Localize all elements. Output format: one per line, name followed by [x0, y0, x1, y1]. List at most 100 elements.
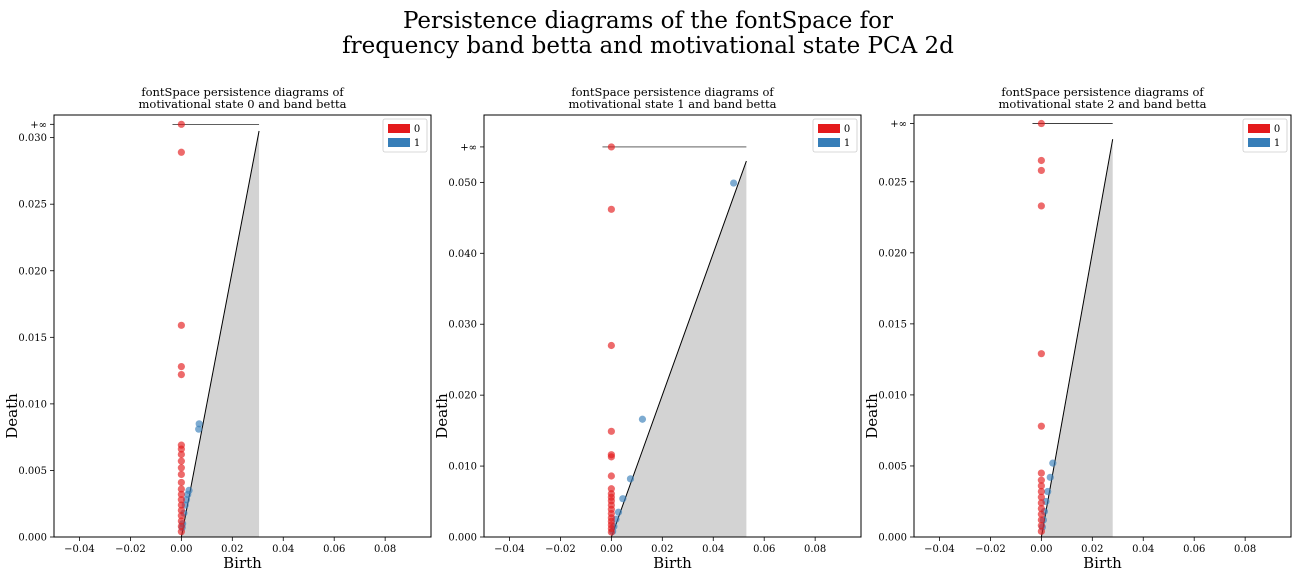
y-tick-label: 0.040 [448, 249, 477, 260]
x-tick-label: 0.06 [1183, 544, 1205, 555]
y-tick-label: 0.015 [878, 319, 907, 330]
x-tick-label: 0.00 [1030, 544, 1052, 555]
point-h0 [177, 464, 185, 472]
legend-frame [812, 118, 858, 153]
point-h0 [1037, 510, 1045, 518]
point-h0 [177, 445, 185, 453]
x-tick-label: −0.02 [545, 544, 576, 555]
y-tick-label: 0.020 [448, 391, 477, 402]
legend-label-1: 1 [414, 138, 420, 149]
point-h1 [730, 179, 738, 187]
legend-label-1: 1 [1274, 138, 1280, 149]
panel-0: fontSpace persistence diagrams ofmotivat… [3, 85, 432, 572]
point-h0 [177, 450, 185, 459]
panel-title-line2: motivational state 0 and band betta [139, 97, 347, 111]
legend-label-0: 0 [414, 124, 420, 135]
x-tick-label: 0.06 [323, 544, 345, 555]
point-h1 [1044, 487, 1052, 496]
y-tick-label: 0.000 [448, 533, 477, 544]
y-tick-label-infinity: +∞ [30, 120, 47, 131]
point-h0 [177, 517, 185, 525]
point-h0 [177, 512, 185, 520]
y-tick-label: 0.005 [18, 466, 47, 477]
point-h0 [1037, 202, 1045, 210]
axes-frame [53, 114, 432, 538]
y-tick-label: 0.010 [878, 390, 907, 401]
point-h0 [607, 143, 615, 151]
x-tick-label: 0.04 [272, 544, 294, 555]
point-h0 [177, 470, 185, 479]
x-tick-label: 0.02 [221, 544, 243, 555]
legend-swatch-1 [1248, 138, 1270, 147]
point-h0 [177, 485, 185, 493]
point-h0 [177, 457, 185, 465]
x-axis-label: Birth [653, 554, 692, 572]
figure-title-line2: frequency band betta and motivational st… [342, 33, 954, 59]
panel-title-line2: motivational state 2 and band betta [999, 97, 1207, 111]
figure-title-line1: Persistence diagrams of the fontSpace fo… [403, 8, 893, 34]
point-h0 [1037, 482, 1045, 490]
point-h0 [1037, 469, 1045, 477]
x-axis-label: Birth [1083, 554, 1122, 572]
point-h0 [177, 490, 185, 499]
legend-swatch-1 [818, 138, 840, 147]
y-tick-label: 0.030 [448, 320, 477, 331]
point-h1 [619, 495, 627, 503]
y-tick-label: 0.000 [18, 533, 47, 544]
y-tick-label: 0.010 [448, 462, 477, 473]
point-h0 [1037, 156, 1045, 165]
x-tick-label: 0.04 [1132, 544, 1154, 555]
panel-1: fontSpace persistence diagrams ofmotivat… [433, 85, 862, 572]
point-h0 [1037, 422, 1045, 430]
x-tick-label: 0.08 [1234, 544, 1256, 555]
point-h0 [1037, 504, 1045, 513]
point-h0 [1037, 119, 1045, 128]
x-tick-label: −0.04 [494, 544, 525, 555]
legend-label-1: 1 [844, 138, 850, 149]
panel-title-line1: fontSpace persistence diagrams of [141, 85, 344, 99]
y-tick-label: 0.020 [18, 266, 47, 277]
y-tick-label: 0.000 [878, 533, 907, 544]
legend: 01 [382, 118, 428, 153]
point-h0 [1037, 522, 1045, 530]
panel-title-line1: fontSpace persistence diagrams of [571, 85, 774, 99]
y-axis-label: Death [863, 393, 881, 439]
y-tick-label-infinity: +∞ [460, 142, 477, 153]
point-h0 [607, 472, 615, 480]
point-h0 [177, 370, 185, 379]
x-tick-label: 0.04 [702, 544, 724, 555]
y-tick-label: 0.025 [878, 177, 907, 188]
legend-swatch-0 [818, 124, 840, 133]
point-h0 [607, 205, 615, 213]
legend-frame [382, 118, 428, 153]
panel-2: fontSpace persistence diagrams ofmotivat… [863, 85, 1292, 572]
legend-frame [1242, 118, 1288, 153]
panel-title-line1: fontSpace persistence diagrams of [1001, 85, 1204, 99]
point-h0 [607, 453, 615, 461]
diagonal-line [180, 130, 260, 538]
point-h0 [177, 120, 185, 128]
x-tick-label: 0.00 [600, 544, 622, 555]
x-tick-label: 0.02 [1081, 544, 1103, 555]
point-h0 [1037, 166, 1045, 175]
y-tick-label: 0.010 [18, 399, 47, 410]
x-tick-label: −0.02 [115, 544, 146, 555]
x-tick-label: 0.06 [753, 544, 775, 555]
point-h0 [177, 506, 185, 514]
panel-title-line2: motivational state 1 and band betta [569, 97, 777, 111]
point-h1 [638, 415, 647, 423]
y-tick-label: 0.030 [18, 133, 47, 144]
point-h0 [177, 501, 185, 509]
point-h0 [177, 363, 185, 371]
point-h1 [1046, 473, 1054, 481]
x-tick-label: −0.04 [64, 544, 95, 555]
legend-label-0: 0 [1274, 124, 1280, 135]
point-h0 [1037, 476, 1045, 484]
point-h0 [177, 496, 185, 504]
x-axis-label: Birth [223, 554, 262, 572]
legend-swatch-1 [388, 138, 410, 147]
x-tick-label: 0.00 [170, 544, 192, 555]
legend-swatch-0 [388, 124, 410, 133]
y-tick-label-infinity: +∞ [890, 119, 907, 130]
